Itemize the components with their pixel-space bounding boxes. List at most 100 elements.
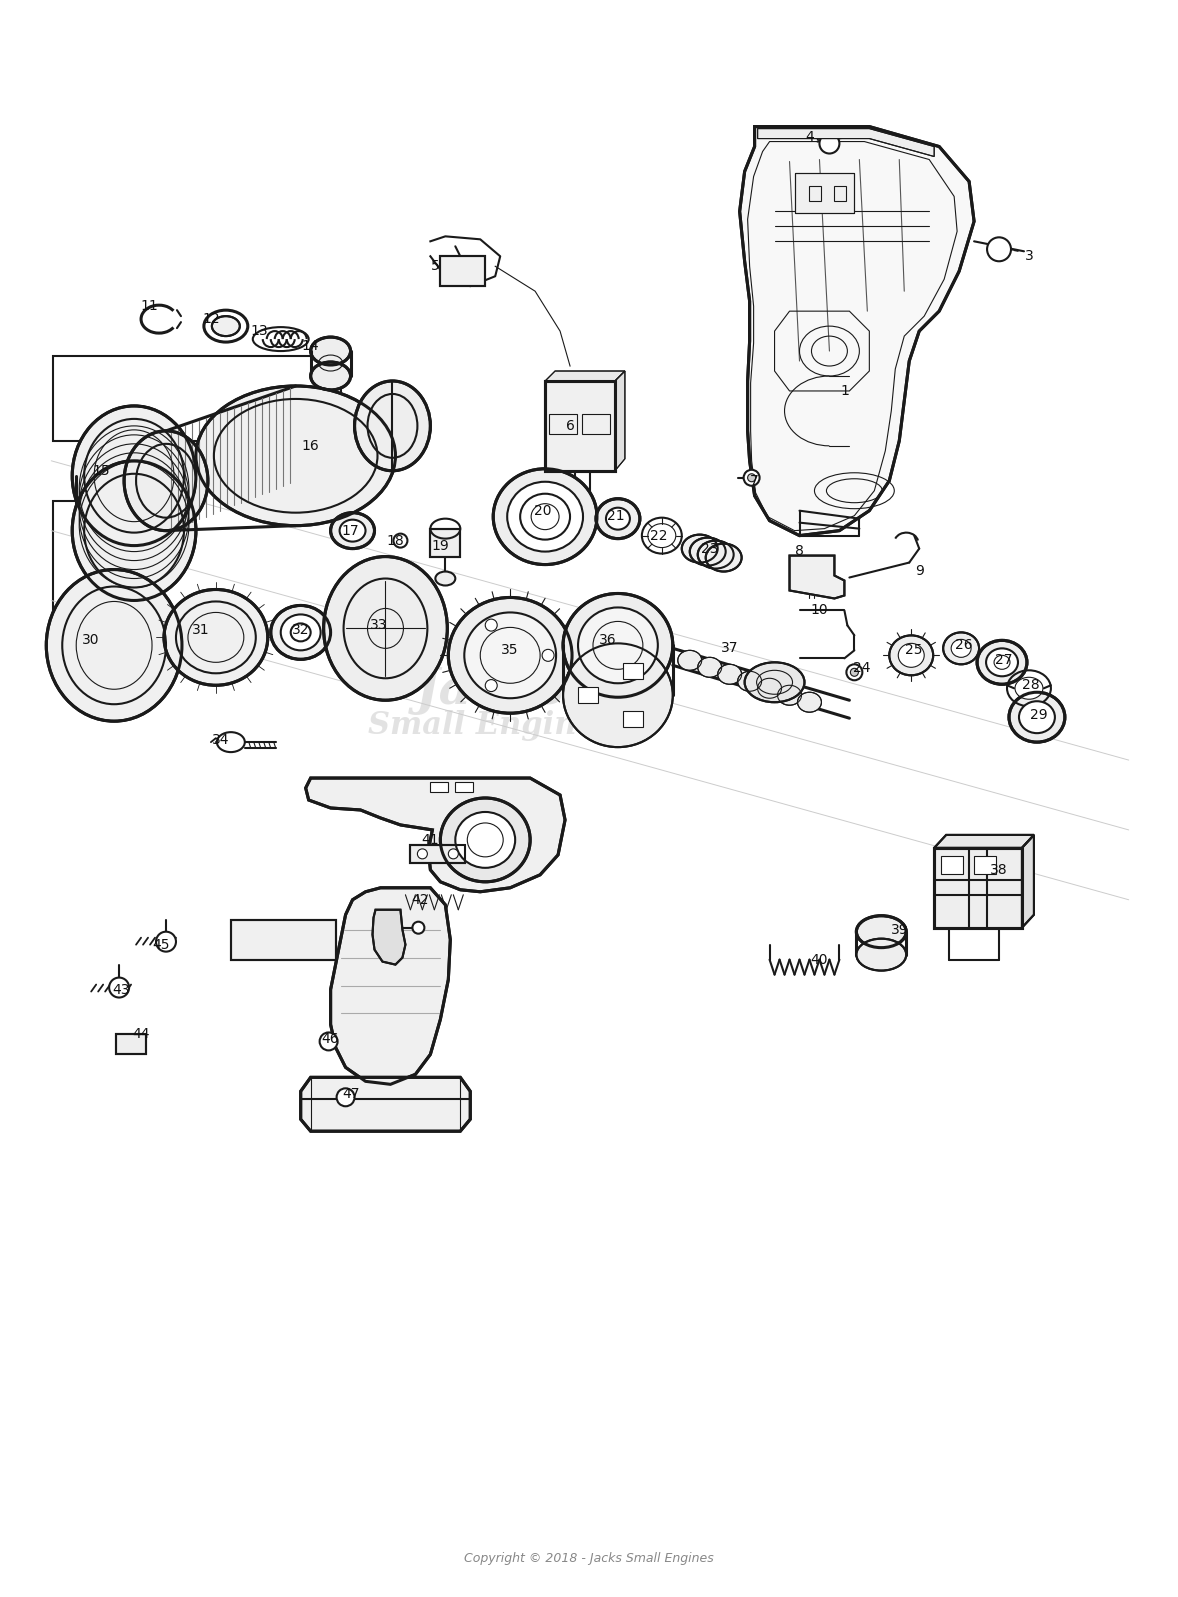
Text: 26: 26 — [955, 639, 973, 652]
Bar — [934, 848, 1023, 928]
Ellipse shape — [737, 671, 762, 692]
Bar — [545, 382, 615, 471]
Circle shape — [449, 850, 458, 859]
Text: 1: 1 — [840, 383, 849, 398]
Text: Copyright © 2018 - Jacks Small Engines: Copyright © 2018 - Jacks Small Engines — [464, 1552, 714, 1565]
Ellipse shape — [856, 939, 906, 971]
Text: 5: 5 — [431, 259, 439, 273]
Bar — [117, 1035, 146, 1054]
Bar — [231, 920, 336, 960]
Text: 17: 17 — [342, 524, 359, 538]
Circle shape — [337, 1088, 355, 1107]
Text: 27: 27 — [995, 653, 1013, 668]
Ellipse shape — [72, 462, 196, 600]
Ellipse shape — [339, 519, 365, 541]
Bar — [441, 256, 485, 286]
Ellipse shape — [436, 572, 456, 586]
Text: 40: 40 — [810, 953, 828, 966]
Text: 38: 38 — [991, 862, 1008, 877]
Bar — [549, 414, 577, 434]
Text: 22: 22 — [650, 529, 668, 543]
Ellipse shape — [899, 644, 925, 668]
Circle shape — [417, 850, 428, 859]
Ellipse shape — [744, 663, 805, 703]
Ellipse shape — [355, 382, 430, 471]
Polygon shape — [934, 835, 1034, 848]
Polygon shape — [615, 371, 624, 471]
Circle shape — [846, 664, 862, 680]
Ellipse shape — [697, 541, 734, 569]
Bar — [410, 845, 465, 862]
Bar — [934, 848, 1023, 928]
Bar — [794, 174, 854, 214]
Text: 36: 36 — [600, 634, 617, 647]
Bar — [623, 663, 643, 679]
Ellipse shape — [757, 679, 781, 698]
Ellipse shape — [856, 915, 906, 947]
Circle shape — [393, 533, 408, 548]
Text: 42: 42 — [411, 893, 429, 907]
Circle shape — [743, 470, 760, 485]
Bar — [410, 845, 465, 862]
Text: 47: 47 — [342, 1088, 359, 1102]
Ellipse shape — [1015, 677, 1043, 699]
Text: 32: 32 — [292, 623, 310, 637]
Circle shape — [542, 650, 554, 661]
Text: 3: 3 — [1025, 249, 1033, 264]
Text: 8: 8 — [795, 543, 803, 557]
Ellipse shape — [977, 640, 1027, 684]
Bar — [974, 856, 997, 874]
Ellipse shape — [164, 589, 267, 685]
Text: 12: 12 — [203, 311, 220, 326]
Bar — [430, 529, 461, 557]
Circle shape — [987, 238, 1011, 262]
Circle shape — [412, 921, 424, 934]
Circle shape — [485, 680, 497, 692]
Text: 43: 43 — [112, 982, 130, 997]
Ellipse shape — [494, 470, 597, 565]
Polygon shape — [740, 126, 974, 535]
Bar — [441, 256, 485, 286]
Circle shape — [851, 668, 859, 676]
Bar — [582, 414, 610, 434]
Text: 30: 30 — [82, 634, 100, 647]
Circle shape — [110, 977, 130, 998]
Ellipse shape — [72, 406, 196, 546]
Bar — [430, 529, 461, 557]
Text: 46: 46 — [322, 1032, 339, 1046]
Ellipse shape — [212, 316, 240, 335]
Text: 29: 29 — [1030, 707, 1047, 722]
Text: 25: 25 — [906, 644, 924, 658]
Ellipse shape — [449, 597, 573, 714]
Ellipse shape — [217, 731, 245, 752]
Text: 45: 45 — [152, 937, 170, 952]
Ellipse shape — [717, 664, 742, 684]
Polygon shape — [545, 371, 624, 382]
Text: 34: 34 — [212, 733, 230, 747]
Text: 35: 35 — [502, 644, 519, 658]
Ellipse shape — [280, 615, 320, 650]
Ellipse shape — [46, 570, 181, 722]
Bar — [545, 382, 615, 471]
Ellipse shape — [456, 811, 515, 867]
Bar — [794, 174, 854, 214]
Ellipse shape — [777, 685, 801, 706]
Bar — [623, 711, 643, 727]
Ellipse shape — [311, 337, 351, 366]
Polygon shape — [372, 910, 405, 965]
Circle shape — [748, 474, 755, 482]
Text: 41: 41 — [422, 834, 439, 846]
Ellipse shape — [986, 648, 1018, 676]
Circle shape — [319, 1032, 338, 1051]
Ellipse shape — [563, 644, 673, 747]
Ellipse shape — [889, 636, 933, 676]
Text: 44: 44 — [132, 1027, 150, 1041]
Bar — [578, 687, 598, 703]
Text: 15: 15 — [92, 463, 110, 478]
Bar — [430, 783, 449, 792]
Text: 9: 9 — [915, 564, 924, 578]
Text: 13: 13 — [250, 324, 267, 339]
Text: 33: 33 — [370, 618, 388, 632]
Ellipse shape — [682, 535, 717, 562]
Ellipse shape — [441, 798, 530, 882]
